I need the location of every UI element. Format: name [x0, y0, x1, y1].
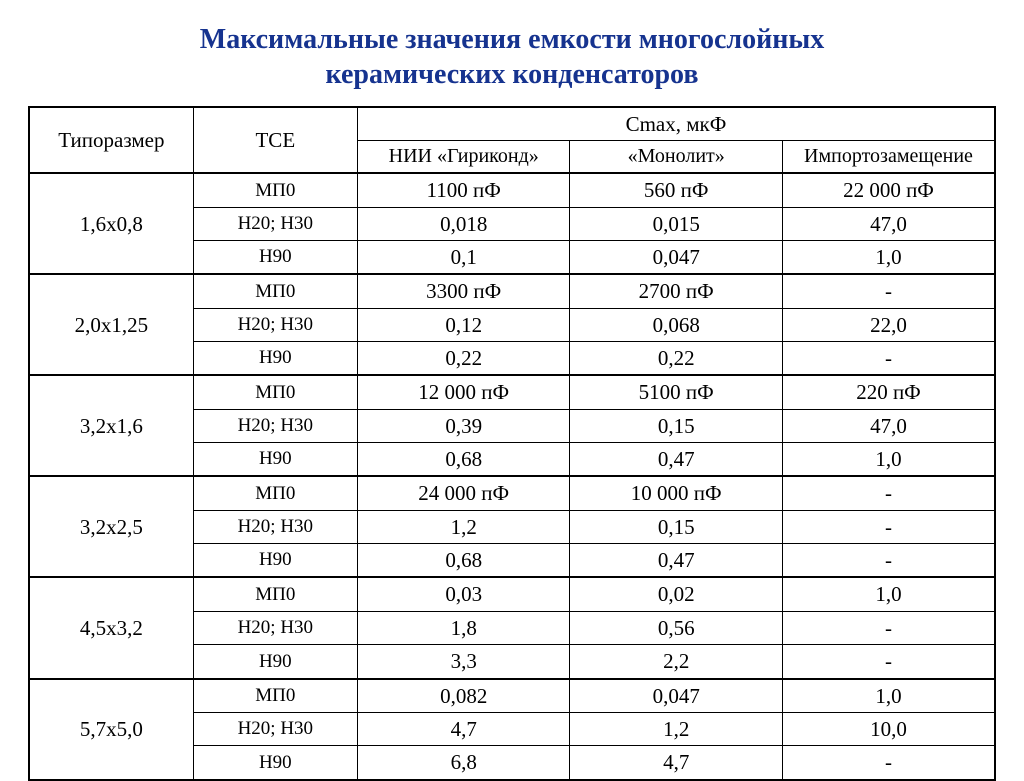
header-col-import: Импортозамещение	[782, 141, 995, 174]
tce-cell: Н90	[193, 241, 357, 275]
tce-cell: Н90	[193, 544, 357, 578]
value-cell: 1,0	[782, 241, 995, 275]
value-cell: 0,68	[357, 544, 570, 578]
size-cell: 4,5х3,2	[29, 577, 193, 678]
tce-cell: Н90	[193, 746, 357, 780]
value-cell: -	[782, 544, 995, 578]
tce-cell: Н20; Н30	[193, 409, 357, 442]
value-cell: -	[782, 611, 995, 644]
tce-cell: МП0	[193, 375, 357, 409]
value-cell: 0,018	[357, 207, 570, 240]
value-cell: 0,15	[570, 510, 783, 543]
value-cell: 47,0	[782, 409, 995, 442]
value-cell: 47,0	[782, 207, 995, 240]
value-cell: 1,2	[357, 510, 570, 543]
value-cell: 22 000 пФ	[782, 173, 995, 207]
tce-cell: Н20; Н30	[193, 611, 357, 644]
value-cell: 6,8	[357, 746, 570, 780]
value-cell: 560 пФ	[570, 173, 783, 207]
tce-cell: Н90	[193, 443, 357, 477]
value-cell: 4,7	[357, 712, 570, 745]
tce-cell: Н20; Н30	[193, 308, 357, 341]
tce-cell: Н20; Н30	[193, 510, 357, 543]
value-cell: 10,0	[782, 712, 995, 745]
header-size: Типоразмер	[29, 107, 193, 173]
value-cell: 2700 пФ	[570, 274, 783, 308]
table-row: 1,6х0,8МП01100 пФ560 пФ22 000 пФ	[29, 173, 995, 207]
size-cell: 5,7х5,0	[29, 679, 193, 780]
value-cell: 2,2	[570, 645, 783, 679]
header-col-girikond: НИИ «Гириконд»	[357, 141, 570, 174]
value-cell: 0,047	[570, 679, 783, 713]
value-cell: 1,0	[782, 443, 995, 477]
table-head: ТипоразмерТСЕСmах, мкФНИИ «Гириконд»«Мон…	[29, 107, 995, 173]
value-cell: 4,7	[570, 746, 783, 780]
value-cell: 0,068	[570, 308, 783, 341]
table-row: 2,0х1,25МП03300 пФ2700 пФ-	[29, 274, 995, 308]
value-cell: 24 000 пФ	[357, 476, 570, 510]
tce-cell: МП0	[193, 577, 357, 611]
header-cmax: Сmах, мкФ	[357, 107, 995, 141]
value-cell: -	[782, 510, 995, 543]
value-cell: 3300 пФ	[357, 274, 570, 308]
value-cell: 1,0	[782, 679, 995, 713]
value-cell: 3,3	[357, 645, 570, 679]
table-row: 3,2х1,6МП012 000 пФ5100 пФ220 пФ	[29, 375, 995, 409]
value-cell: 0,22	[570, 342, 783, 376]
title-line-2: керамических конденсаторов	[326, 59, 699, 90]
value-cell: 0,68	[357, 443, 570, 477]
value-cell: 1,2	[570, 712, 783, 745]
value-cell: 22,0	[782, 308, 995, 341]
value-cell: 0,22	[357, 342, 570, 376]
header-tce: ТСЕ	[193, 107, 357, 173]
tce-cell: МП0	[193, 679, 357, 713]
size-cell: 3,2х1,6	[29, 375, 193, 476]
value-cell: 0,56	[570, 611, 783, 644]
value-cell: 0,39	[357, 409, 570, 442]
tce-cell: Н20; Н30	[193, 207, 357, 240]
value-cell: 10 000 пФ	[570, 476, 783, 510]
value-cell: 1100 пФ	[357, 173, 570, 207]
value-cell: -	[782, 746, 995, 780]
value-cell: 1,0	[782, 577, 995, 611]
value-cell: 0,47	[570, 544, 783, 578]
value-cell: 5100 пФ	[570, 375, 783, 409]
title-line-1: Максимальные значения емкости многослойн…	[200, 24, 824, 55]
value-cell: 12 000 пФ	[357, 375, 570, 409]
value-cell: -	[782, 476, 995, 510]
table-row: 3,2х2,5МП024 000 пФ10 000 пФ-	[29, 476, 995, 510]
tce-cell: Н90	[193, 645, 357, 679]
value-cell: -	[782, 645, 995, 679]
page-title: Максимальные значения емкости многослойн…	[28, 22, 996, 92]
value-cell: 0,03	[357, 577, 570, 611]
tce-cell: Н20; Н30	[193, 712, 357, 745]
table-row: 5,7х5,0МП00,0820,0471,0	[29, 679, 995, 713]
table-body: 1,6х0,8МП01100 пФ560 пФ22 000 пФН20; Н30…	[29, 173, 995, 779]
value-cell: 0,1	[357, 241, 570, 275]
value-cell: -	[782, 342, 995, 376]
size-cell: 1,6х0,8	[29, 173, 193, 274]
value-cell: 0,015	[570, 207, 783, 240]
value-cell: 0,082	[357, 679, 570, 713]
value-cell: 0,47	[570, 443, 783, 477]
tce-cell: МП0	[193, 476, 357, 510]
capacitor-table: ТипоразмерТСЕСmах, мкФНИИ «Гириконд»«Мон…	[28, 106, 996, 781]
tce-cell: Н90	[193, 342, 357, 376]
header-col-monolit: «Монолит»	[570, 141, 783, 174]
value-cell: 0,02	[570, 577, 783, 611]
value-cell: 0,12	[357, 308, 570, 341]
table-row: 4,5х3,2МП00,030,021,0	[29, 577, 995, 611]
value-cell: 220 пФ	[782, 375, 995, 409]
size-cell: 3,2х2,5	[29, 476, 193, 577]
tce-cell: МП0	[193, 173, 357, 207]
size-cell: 2,0х1,25	[29, 274, 193, 375]
tce-cell: МП0	[193, 274, 357, 308]
value-cell: 1,8	[357, 611, 570, 644]
value-cell: 0,15	[570, 409, 783, 442]
value-cell: -	[782, 274, 995, 308]
value-cell: 0,047	[570, 241, 783, 275]
